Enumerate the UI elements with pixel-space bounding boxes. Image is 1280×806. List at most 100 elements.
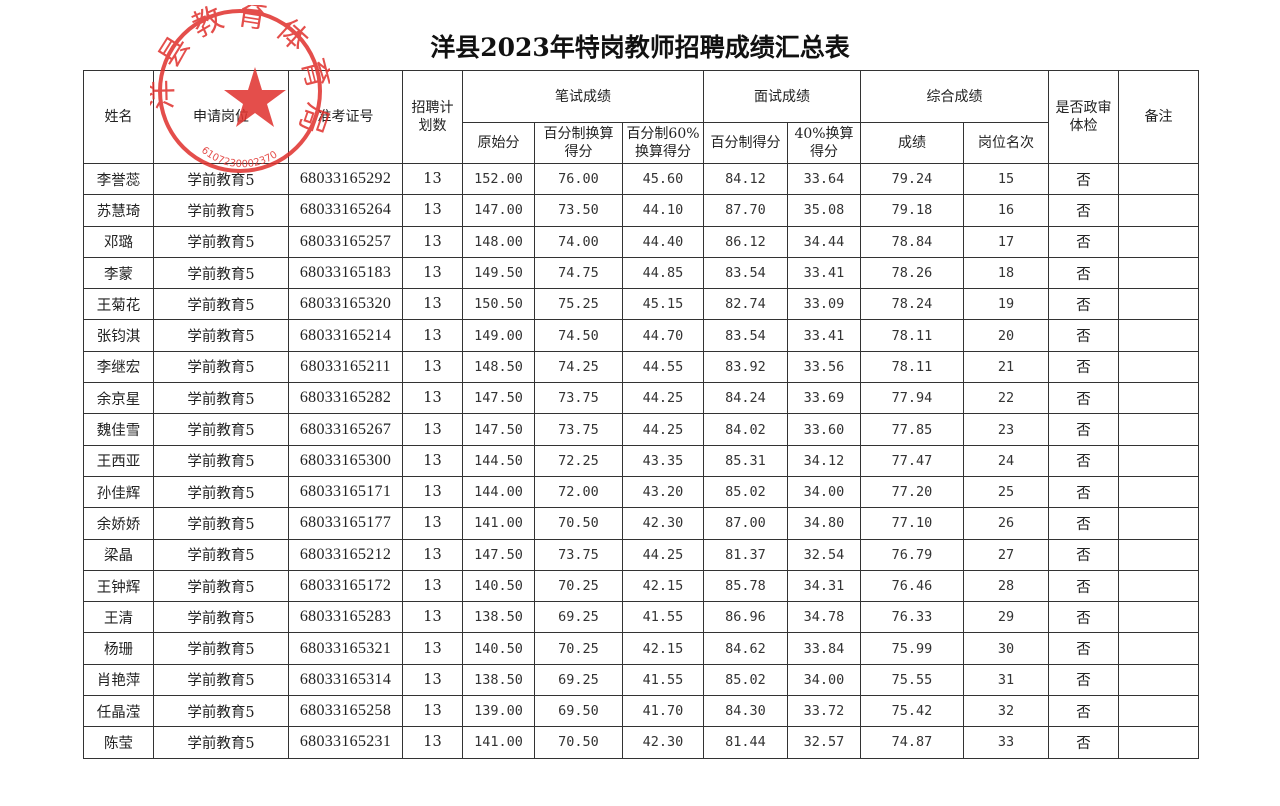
cell-political-check: 否 [1048, 256, 1119, 290]
cell-position: 学前教育5 [153, 601, 289, 634]
cell-position: 学前教育5 [153, 319, 289, 352]
cell-name: 肖艳萍 [83, 663, 154, 697]
table-row: 张钧淇 学前教育5 68033165214 13 149.00 74.50 44.70 83.… [83, 319, 1199, 352]
table-row: 余娇娇 学前教育5 68033165177 13 141.00 70.50 42.30 87.… [83, 507, 1199, 540]
cell-name: 邓璐 [83, 225, 154, 258]
cell-overall-score: 78.84 [860, 225, 964, 258]
cell-overall-rank: 27 [963, 538, 1049, 571]
cell-written-60: 45.60 [622, 162, 704, 196]
cell-remarks [1118, 569, 1199, 603]
cell-remarks [1118, 319, 1199, 352]
cell-written-raw: 138.50 [462, 601, 535, 634]
cell-plan: 13 [402, 569, 463, 603]
cell-exam-id: 68033165211 [288, 350, 403, 384]
cell-written-raw: 140.50 [462, 569, 535, 603]
cell-overall-score: 78.11 [860, 319, 964, 352]
header-written-60: 百分制60%换算得分 [622, 122, 704, 164]
cell-written-pct: 70.50 [534, 507, 623, 540]
cell-written-pct: 75.25 [534, 288, 623, 321]
cell-written-raw: 141.00 [462, 726, 535, 759]
cell-interview-40: 34.12 [787, 444, 861, 477]
cell-interview-40: 33.84 [787, 632, 861, 665]
cell-overall-rank: 15 [963, 162, 1049, 196]
cell-interview-40: 34.00 [787, 475, 861, 509]
cell-overall-rank: 24 [963, 444, 1049, 477]
cell-remarks [1118, 601, 1199, 634]
cell-interview-pct: 84.30 [703, 695, 788, 728]
cell-written-raw: 148.50 [462, 350, 535, 384]
cell-political-check: 否 [1048, 726, 1119, 759]
header-interview-pct: 百分制得分 [703, 122, 788, 164]
cell-position: 学前教育5 [153, 162, 289, 196]
cell-position: 学前教育5 [153, 726, 289, 759]
cell-exam-id: 68033165231 [288, 726, 403, 759]
cell-exam-id: 68033165321 [288, 632, 403, 665]
cell-overall-score: 74.87 [860, 726, 964, 759]
table-row: 王西亚 学前教育5 68033165300 13 144.50 72.25 43.35 85.… [83, 444, 1199, 477]
cell-interview-pct: 86.96 [703, 601, 788, 634]
cell-plan: 13 [402, 256, 463, 290]
cell-political-check: 否 [1048, 413, 1119, 446]
cell-exam-id: 68033165258 [288, 695, 403, 728]
cell-position: 学前教育5 [153, 444, 289, 477]
cell-written-60: 41.70 [622, 695, 704, 728]
cell-written-60: 44.40 [622, 225, 704, 258]
header-overall-rank: 岗位名次 [963, 122, 1049, 164]
cell-overall-rank: 23 [963, 413, 1049, 446]
cell-interview-pct: 84.12 [703, 162, 788, 196]
cell-plan: 13 [402, 444, 463, 477]
cell-written-pct: 69.25 [534, 601, 623, 634]
cell-remarks [1118, 413, 1199, 446]
cell-plan: 13 [402, 538, 463, 571]
cell-remarks [1118, 382, 1199, 415]
cell-written-raw: 147.00 [462, 194, 535, 227]
cell-overall-score: 75.42 [860, 695, 964, 728]
cell-written-raw: 148.00 [462, 225, 535, 258]
cell-plan: 13 [402, 225, 463, 258]
cell-interview-pct: 82.74 [703, 288, 788, 321]
cell-overall-score: 79.24 [860, 162, 964, 196]
cell-written-60: 43.35 [622, 444, 704, 477]
cell-written-60: 44.25 [622, 382, 704, 415]
cell-remarks [1118, 350, 1199, 384]
cell-plan: 13 [402, 475, 463, 509]
cell-overall-score: 76.33 [860, 601, 964, 634]
cell-written-pct: 73.50 [534, 194, 623, 227]
cell-written-pct: 73.75 [534, 538, 623, 571]
cell-remarks [1118, 507, 1199, 540]
cell-political-check: 否 [1048, 444, 1119, 477]
cell-overall-rank: 29 [963, 601, 1049, 634]
table-row: 王钟辉 学前教育5 68033165172 13 140.50 70.25 42.15 85.… [83, 569, 1199, 603]
cell-written-pct: 72.00 [534, 475, 623, 509]
cell-interview-40: 32.54 [787, 538, 861, 571]
cell-interview-pct: 83.54 [703, 319, 788, 352]
cell-written-60: 44.70 [622, 319, 704, 352]
cell-exam-id: 68033165212 [288, 538, 403, 571]
cell-name: 杨珊 [83, 632, 154, 665]
cell-written-raw: 147.50 [462, 382, 535, 415]
cell-name: 余娇娇 [83, 507, 154, 540]
cell-political-check: 否 [1048, 288, 1119, 321]
cell-plan: 13 [402, 601, 463, 634]
cell-plan: 13 [402, 507, 463, 540]
cell-name: 李继宏 [83, 350, 154, 384]
cell-written-60: 44.25 [622, 413, 704, 446]
cell-overall-score: 76.46 [860, 569, 964, 603]
cell-interview-40: 35.08 [787, 194, 861, 227]
cell-written-pct: 72.25 [534, 444, 623, 477]
cell-written-60: 44.85 [622, 256, 704, 290]
cell-remarks [1118, 663, 1199, 697]
cell-name: 王西亚 [83, 444, 154, 477]
cell-interview-40: 34.31 [787, 569, 861, 603]
cell-overall-rank: 21 [963, 350, 1049, 384]
cell-exam-id: 68033165314 [288, 663, 403, 697]
cell-name: 李蒙 [83, 256, 154, 290]
cell-interview-pct: 85.02 [703, 663, 788, 697]
header-overall: 综合成绩 [860, 70, 1049, 123]
cell-written-60: 42.15 [622, 569, 704, 603]
cell-plan: 13 [402, 726, 463, 759]
cell-name: 王菊花 [83, 288, 154, 321]
cell-written-60: 45.15 [622, 288, 704, 321]
header-position: 申请岗位 [153, 70, 289, 164]
cell-interview-pct: 81.44 [703, 726, 788, 759]
